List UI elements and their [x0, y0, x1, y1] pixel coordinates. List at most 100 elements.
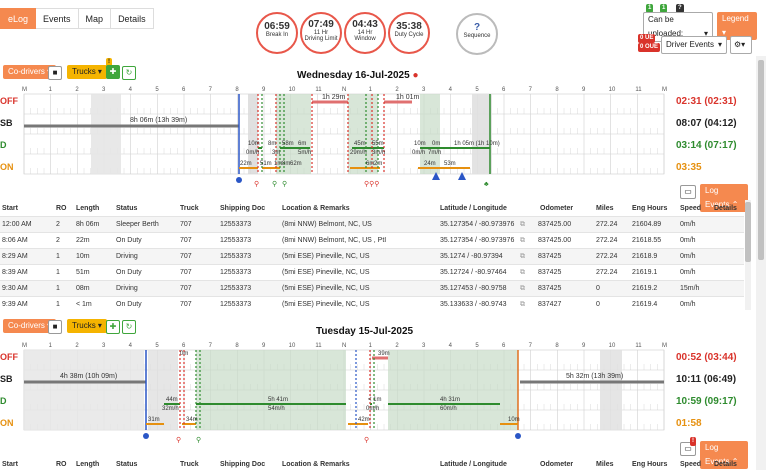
- trucks-button[interactable]: Trucks ▾: [67, 65, 107, 79]
- trucks-label: Trucks: [72, 67, 96, 76]
- tab-details[interactable]: Details: [111, 8, 154, 29]
- table-cell: 837425: [538, 285, 562, 292]
- svg-text:⚲: ⚲: [282, 180, 287, 188]
- col-header: Location & Remarks: [282, 205, 350, 212]
- d2-log-events-button[interactable]: Log Events ⌃: [700, 441, 748, 469]
- table-row[interactable]: 12:00 AM 2 8h 06m Sleeper Berth 707 12553373 (…: [0, 216, 744, 232]
- svg-text:♣: ♣: [484, 181, 489, 188]
- copy-icon[interactable]: ⧉: [520, 285, 525, 292]
- table-cell: 12553373: [220, 237, 252, 244]
- settings-button[interactable]: ⚙▾: [730, 36, 752, 54]
- comment-icon: ▭: [684, 444, 692, 453]
- driver-events-value: Driver Events: [666, 40, 715, 49]
- upload-badge-unknown: ?: [676, 4, 684, 13]
- table-cell: 35.127354 / -80.973976: [440, 237, 515, 244]
- col-header: Odometer: [540, 205, 574, 212]
- gauge-value: 35:38: [396, 21, 422, 32]
- copy-icon[interactable]: ⧉: [520, 221, 525, 228]
- d1-d3-label: 58m: [282, 141, 294, 147]
- hour-tick-label: 8: [555, 343, 559, 349]
- add-event-button[interactable]: ✚: [106, 65, 120, 79]
- d1-off1-label: 1h 29m: [322, 94, 346, 101]
- hour-tick-label: 10: [289, 343, 296, 349]
- table-cell: 10m: [76, 253, 90, 260]
- table-row[interactable]: 8:06 AM 2 22m On Duty 707 12553373 (8mi NNW) B…: [0, 232, 744, 248]
- gauge-sequence[interactable]: ? Sequence: [456, 13, 498, 55]
- svg-text:⚲: ⚲: [272, 180, 277, 188]
- table-cell: 1: [56, 285, 60, 292]
- tab-events[interactable]: Events: [36, 8, 79, 29]
- d1-total-on: 03:35: [676, 162, 702, 173]
- table-cell: (5mi ESE) Pineville, NC, US: [282, 285, 370, 292]
- d1-status-d: D: [0, 140, 7, 150]
- hour-tick-label: 4: [129, 343, 133, 349]
- hour-tick-label: 8: [555, 87, 559, 93]
- d2-off1-label: 0m: [180, 351, 188, 357]
- table-cell: 272.24: [596, 221, 618, 228]
- d1-on3-label: 1m: [274, 161, 282, 167]
- table-cell: (8mi NNW) Belmont, NC, US: [282, 221, 372, 228]
- hour-tick-label: M: [662, 343, 667, 349]
- hour-tick-label: 1: [49, 343, 53, 349]
- table-cell: 21618.55: [632, 237, 662, 244]
- col-header: Truck: [180, 461, 199, 468]
- hour-tick-label: 9: [262, 343, 266, 349]
- table-cell: (5mi ESE) Pineville, NC, US: [282, 269, 370, 276]
- table-row[interactable]: 8:39 AM 1 51m On Duty 707 12553373 (5mi ESE) P…: [0, 264, 744, 280]
- table-row[interactable]: 8:29 AM 1 10m Driving 707 12553373 (5mi ESE) P…: [0, 248, 744, 264]
- d1-total-sb: 08:07 (04:12): [676, 118, 737, 129]
- gauge-window: 04:43 14 Hr Window: [344, 12, 386, 54]
- tab-map[interactable]: Map: [78, 8, 112, 29]
- d2-sb2-label: 5h 32m (13h 39m): [566, 373, 623, 380]
- copy-icon[interactable]: ⧉: [520, 269, 525, 276]
- d1-d3b-label: 3m: [272, 150, 280, 156]
- hour-tick-label: 2: [75, 343, 79, 349]
- table-cell: 8:29 AM: [2, 253, 28, 260]
- d2-trucks-button[interactable]: Trucks ▾: [67, 319, 107, 333]
- table-cell: 1: [56, 269, 60, 276]
- page-scrollbar[interactable]: [756, 56, 766, 470]
- hour-tick-label: 11: [635, 343, 642, 349]
- table-cell: On Duty: [116, 237, 142, 244]
- driver-events-select[interactable]: Driver Events ▾: [661, 36, 727, 54]
- copy-icon[interactable]: ⧉: [520, 301, 525, 308]
- col-header: Details: [714, 205, 737, 212]
- copy-icon[interactable]: ⧉: [520, 237, 525, 244]
- comment-icon-button[interactable]: ▭: [680, 185, 696, 199]
- table-cell: Driving: [116, 285, 138, 292]
- copy-icon[interactable]: ⧉: [520, 253, 525, 260]
- hour-tick-label: 6: [182, 343, 186, 349]
- d1-on1-label: 22m: [240, 161, 252, 167]
- svg-text:⚲⚲⚲: ⚲⚲⚲: [364, 180, 379, 188]
- codrivers-label: Co-drivers: [8, 321, 45, 330]
- tab-elog[interactable]: eLog: [0, 8, 37, 29]
- d1-log-events-button[interactable]: Log Events ⌃: [700, 184, 748, 212]
- hour-tick-label: 3: [102, 343, 106, 349]
- d2-status-sb: SB: [0, 374, 13, 384]
- d2-add-event-button[interactable]: ✚: [106, 320, 120, 334]
- hour-tick-label: 11: [315, 343, 322, 349]
- legend-button[interactable]: Legend ▾: [717, 12, 757, 40]
- d2-truck-icon-button[interactable]: ■: [48, 320, 62, 334]
- table-cell: 707: [180, 285, 192, 292]
- hour-tick-label: 5: [475, 343, 479, 349]
- table-cell: 9:30 AM: [2, 285, 28, 292]
- table-row[interactable]: 9:30 AM 1 08m Driving 707 12553373 (5mi ESE) P…: [0, 280, 744, 296]
- table-cell: (5mi ESE) Pineville, NC, US: [282, 253, 370, 260]
- col-header: Status: [116, 461, 138, 468]
- d1-scroll-thumb[interactable]: [745, 202, 751, 262]
- add-icon: ✚: [109, 67, 117, 76]
- table-cell: 837425.00: [538, 221, 572, 228]
- d1-table-scrollbar[interactable]: [745, 200, 751, 310]
- gauge-driving-limit: 07:49 11 Hr Driving Limit: [300, 12, 342, 54]
- d1-d5-label: 45m: [354, 141, 366, 147]
- refresh-button[interactable]: ↻: [122, 66, 136, 80]
- truck-icon-button[interactable]: ■: [48, 66, 62, 80]
- table-cell: 1: [56, 301, 60, 308]
- d2-refresh-button[interactable]: ↻: [122, 320, 136, 334]
- page-scroll-thumb[interactable]: [758, 60, 764, 260]
- d2-d2b-label: 54m/h: [268, 406, 285, 412]
- d2-on2-label: 34m: [186, 417, 198, 423]
- d1-on6-label: 6m: [366, 161, 374, 167]
- table-row[interactable]: 9:39 AM 1 < 1m On Duty 707 12553373 (5mi ESE) …: [0, 296, 744, 312]
